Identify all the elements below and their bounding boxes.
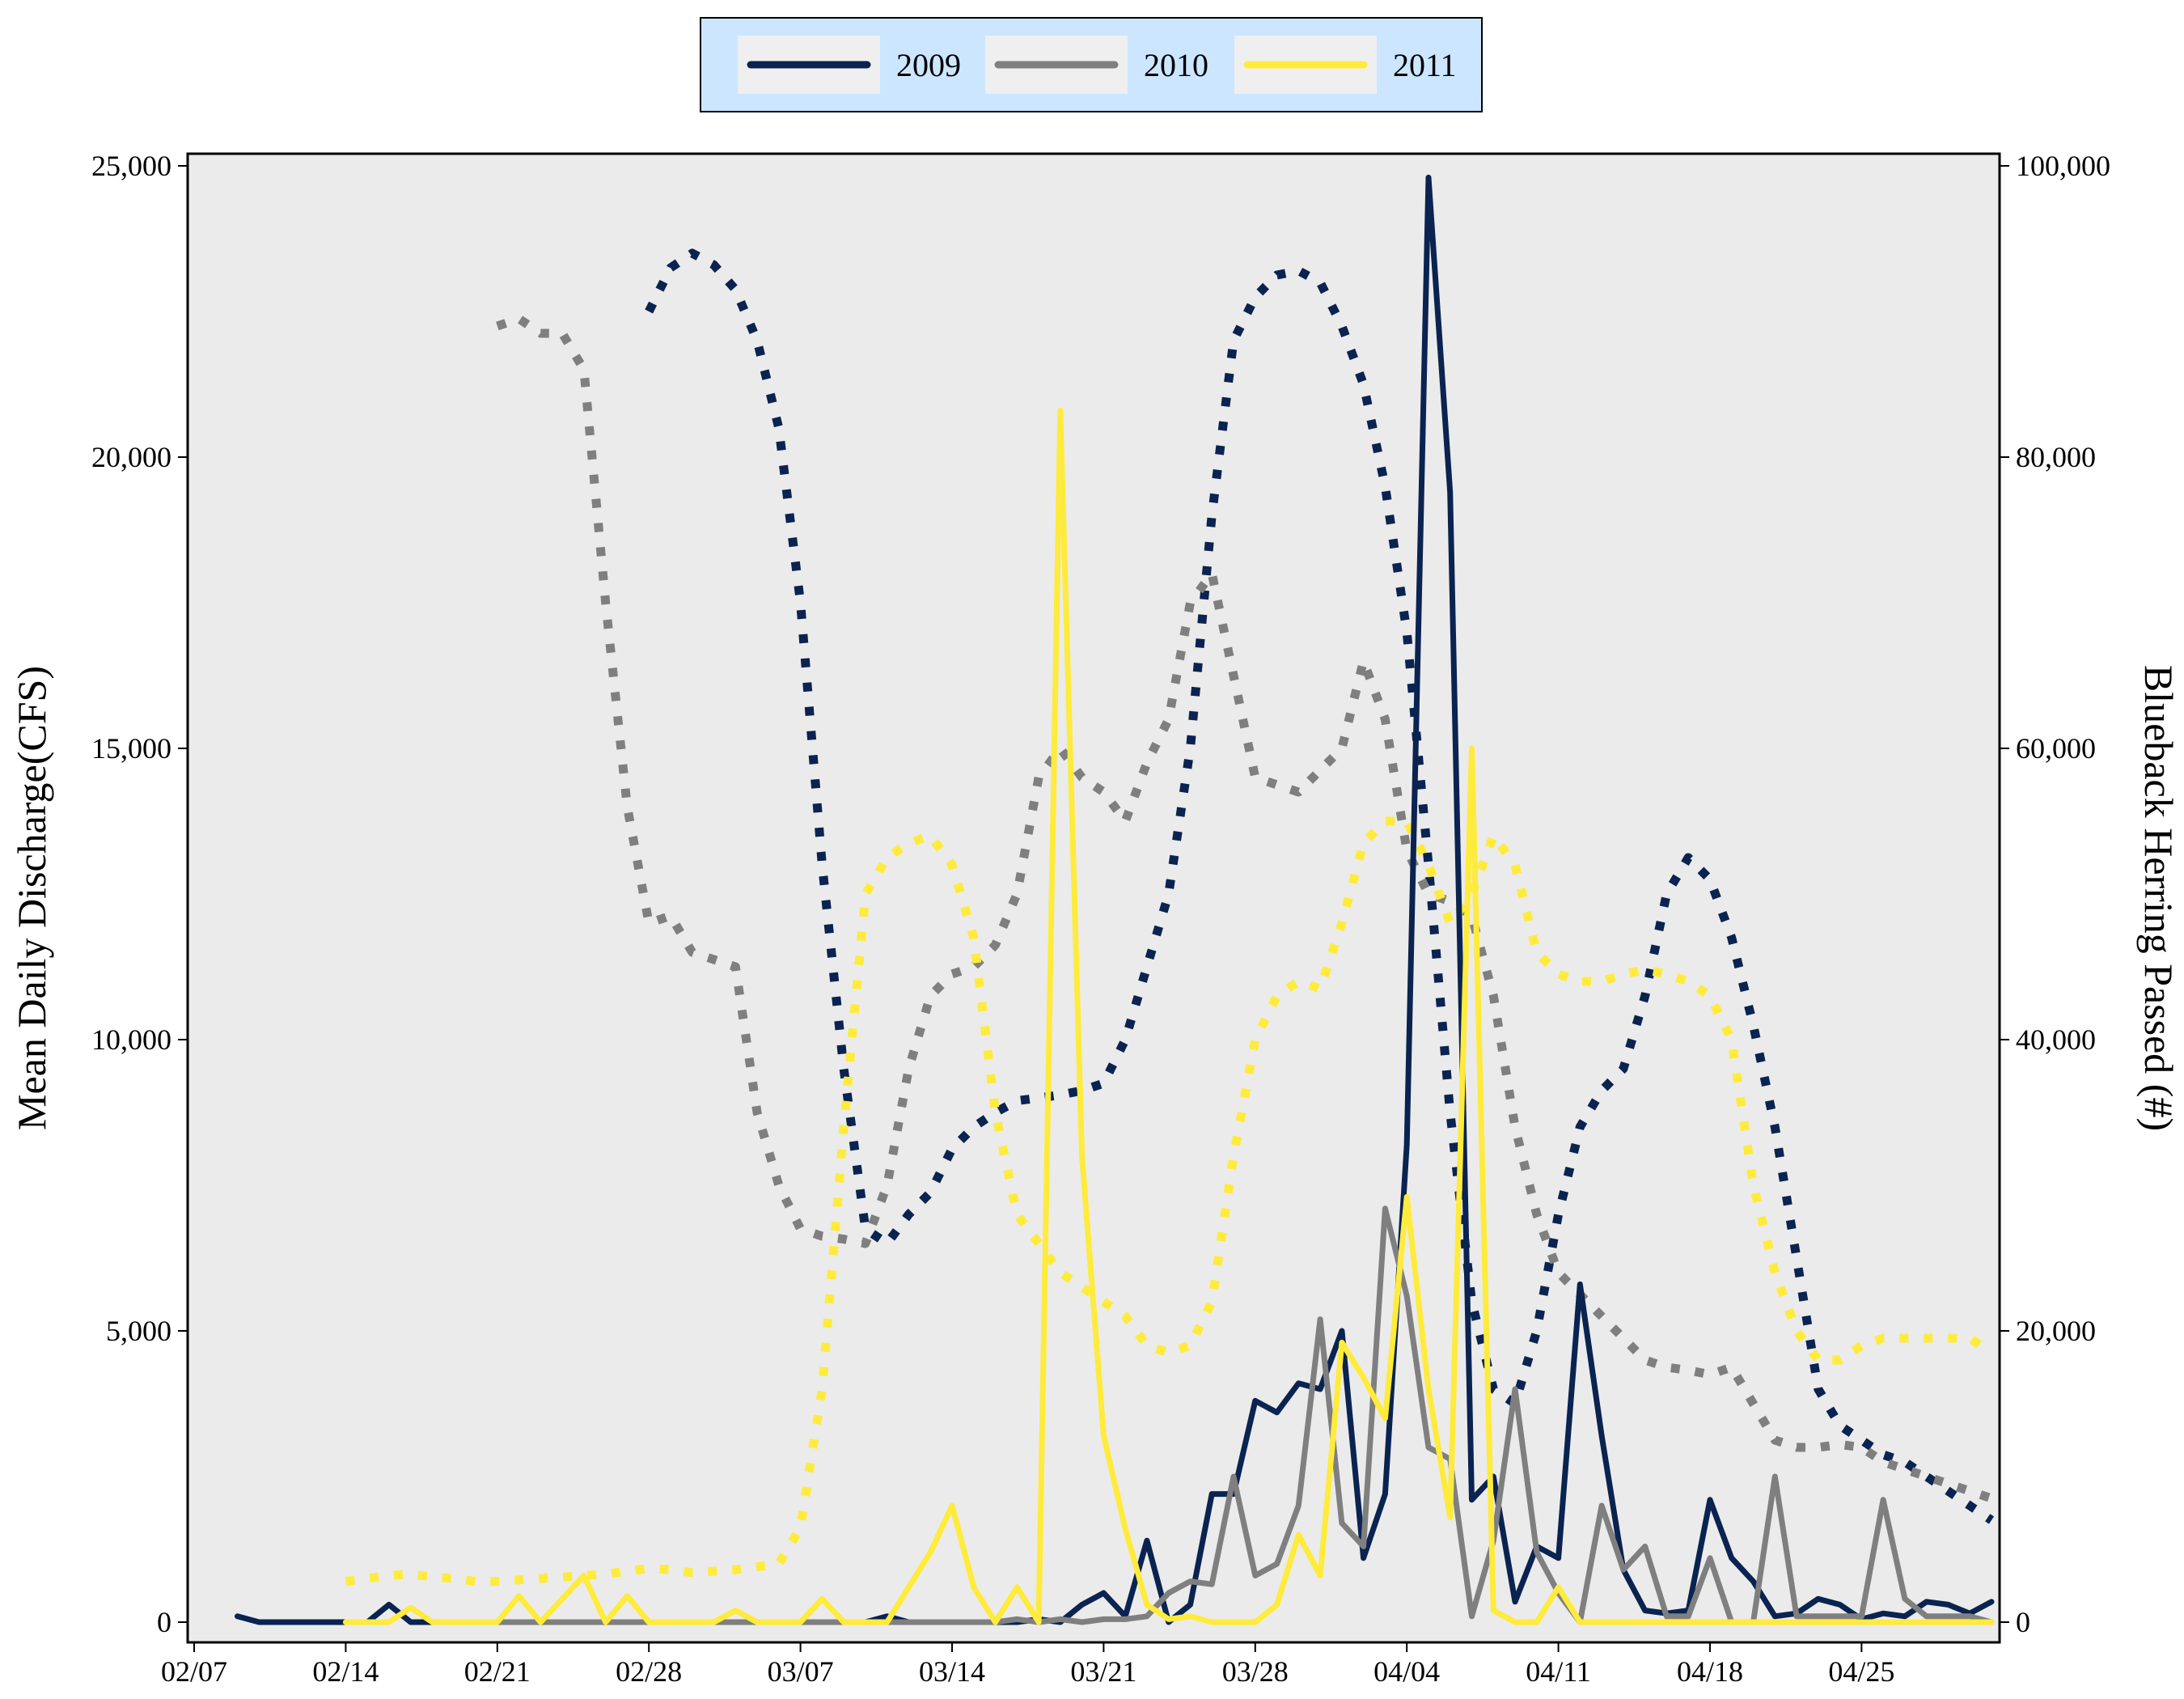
series-layer bbox=[235, 174, 1995, 1625]
y2-tick-label: 0 bbox=[2016, 1606, 2030, 1638]
series-2010-discharge-line bbox=[496, 314, 1993, 1503]
legend-label-2011: 2011 bbox=[1393, 47, 1457, 83]
y-tick-label: 25,000 bbox=[91, 150, 171, 182]
plot-background bbox=[188, 154, 2000, 1642]
y-tick-label: 10,000 bbox=[91, 1023, 171, 1056]
axes-layer: 02/07 02/14 02/21 02/28 03/07 03/14 03/21 03/28… bbox=[91, 150, 2110, 1688]
x-tick-label: 04/18 bbox=[1677, 1655, 1743, 1688]
legend: 2009 2010 2011 bbox=[700, 17, 1483, 112]
plot-frame bbox=[186, 152, 2001, 1644]
y2-tick-label: 80,000 bbox=[2016, 441, 2096, 473]
y2-tick-label: 40,000 bbox=[2016, 1023, 2096, 1056]
x-tick-label: 03/28 bbox=[1222, 1655, 1289, 1688]
x-tick-label: 02/21 bbox=[464, 1655, 531, 1688]
x-tick-label: 03/07 bbox=[768, 1655, 834, 1688]
series-2009-discharge-line bbox=[645, 248, 1995, 1524]
x-tick-label: 03/14 bbox=[919, 1655, 985, 1688]
x-tick-label: 04/11 bbox=[1526, 1655, 1591, 1688]
y2-tick-label: 60,000 bbox=[2016, 732, 2096, 765]
y2-tick-label: 100,000 bbox=[2016, 150, 2110, 182]
y-tick-label: 5,000 bbox=[106, 1315, 171, 1347]
legend-label-2010: 2010 bbox=[1144, 47, 1208, 83]
x-tick-label: 03/21 bbox=[1070, 1655, 1136, 1688]
y-tick-label: 0 bbox=[157, 1606, 171, 1638]
x-tick-label: 04/04 bbox=[1373, 1655, 1440, 1688]
x-tick-label: 02/07 bbox=[161, 1655, 227, 1688]
x-tick-label: 04/25 bbox=[1828, 1655, 1894, 1688]
y-tick-label: 20,000 bbox=[91, 441, 171, 473]
y2-tick-label: 20,000 bbox=[2016, 1315, 2096, 1347]
y-axis-title: Mean Daily Discharge(CFS) bbox=[9, 666, 54, 1130]
x-tick-label: 02/28 bbox=[616, 1655, 682, 1688]
x-tick-label: 02/14 bbox=[312, 1655, 379, 1688]
series-2011-discharge-line bbox=[345, 816, 1995, 1587]
series-2011-passage-line bbox=[342, 407, 1995, 1625]
legend-label-2009: 2009 bbox=[896, 47, 961, 83]
y-tick-label: 15,000 bbox=[91, 732, 171, 765]
y2-axis-title: Blueback Herring Passed (#) bbox=[2136, 665, 2182, 1131]
